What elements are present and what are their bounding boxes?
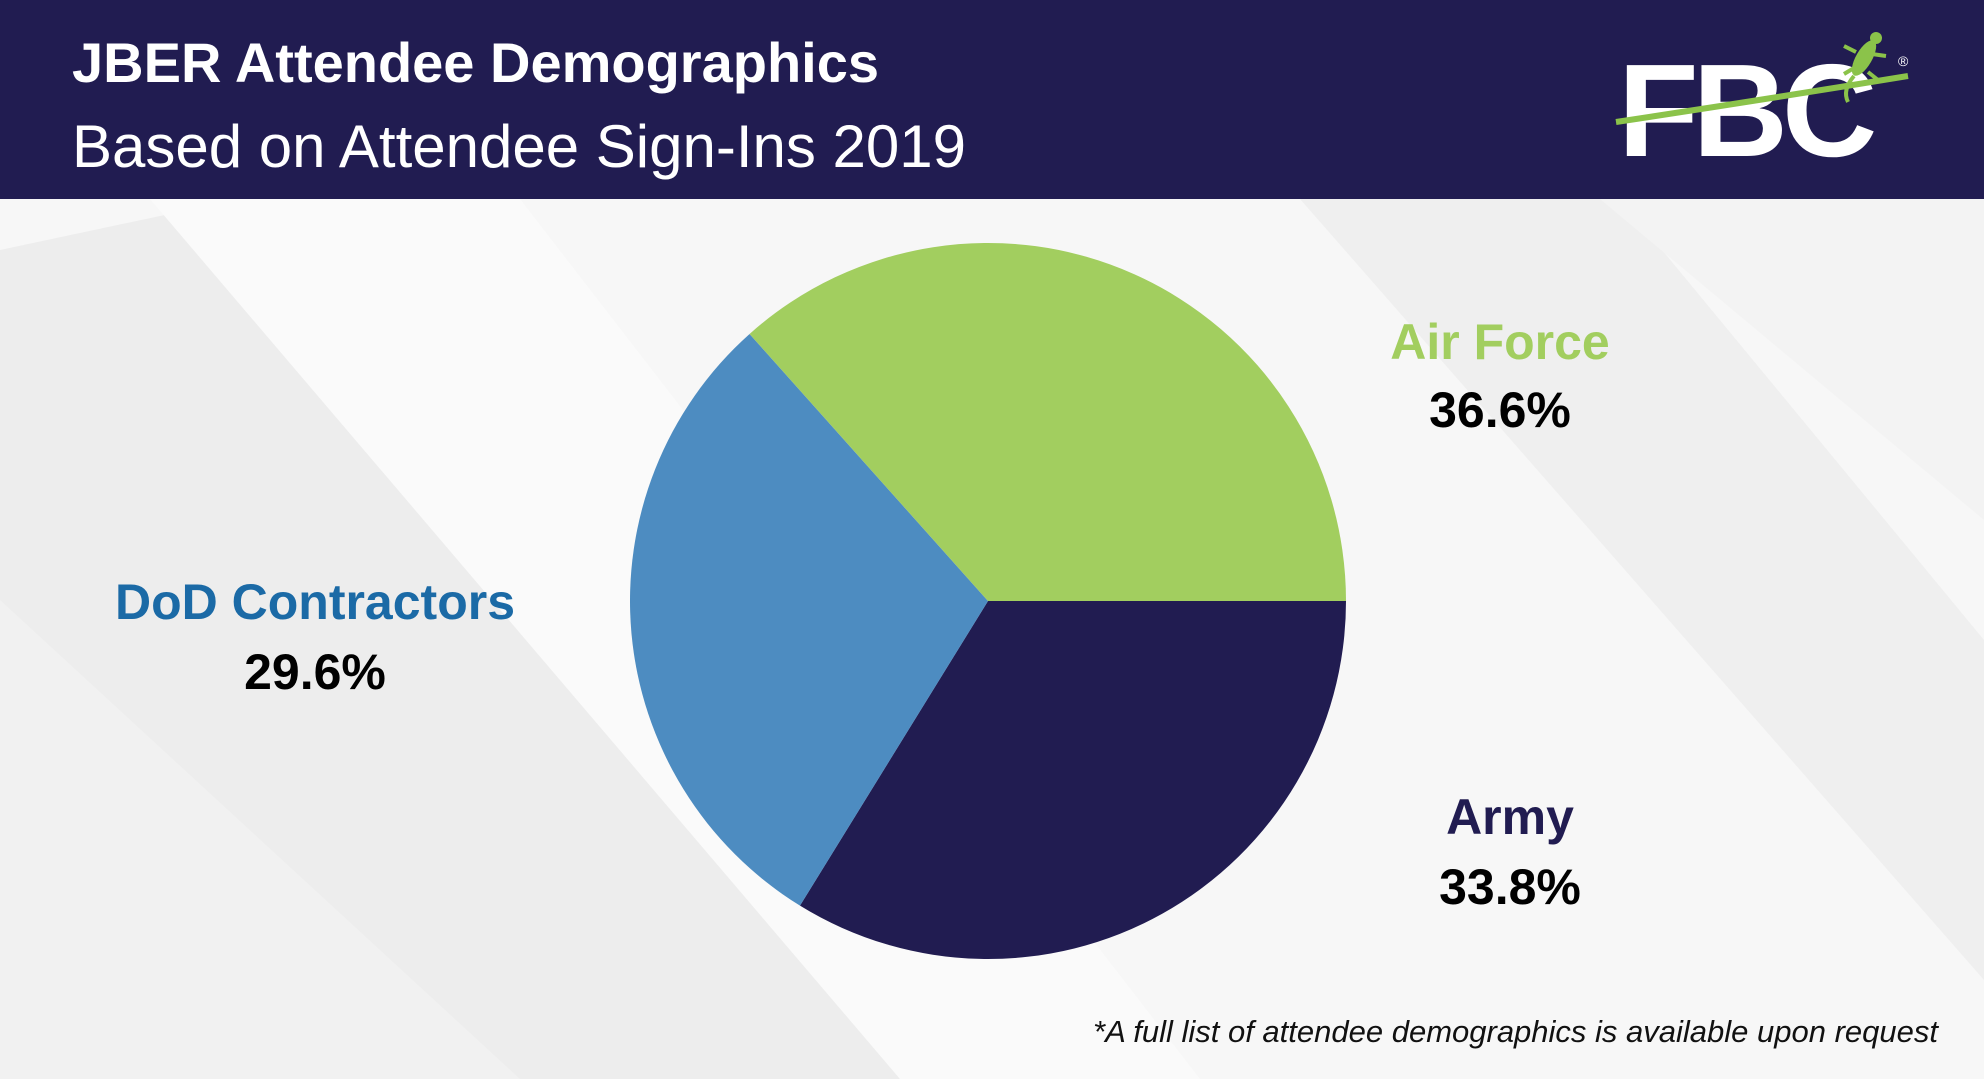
value-dod-contractors: 29.6% — [244, 644, 386, 700]
page-title: JBER Attendee Demographics — [72, 31, 879, 94]
footnote: *A full list of attendee demographics is… — [1093, 1014, 1938, 1049]
fbc-logo: FBC ® — [1615, 32, 1909, 184]
pie-slice-army — [799, 601, 1346, 959]
registered-mark: ® — [1898, 53, 1909, 69]
logo-text: FBC — [1618, 37, 1874, 184]
value-air-force: 36.6% — [1429, 382, 1571, 438]
label-dod-contractors: DoD Contractors — [114, 574, 516, 630]
pie-slice-air-force — [749, 242, 1346, 601]
gecko-icon — [1842, 32, 1887, 103]
label-air-force: Air Force — [1390, 314, 1610, 370]
value-army: 33.8% — [1439, 859, 1581, 915]
pie-slice-dod-contractors — [629, 333, 988, 906]
page-subtitle: Based on Attendee Sign-Ins 2019 — [72, 113, 967, 180]
label-army: Army — [1446, 789, 1574, 845]
header-bar: JBER Attendee Demographics Based on Atte… — [0, 0, 1984, 199]
logo-swoosh — [1615, 73, 1909, 125]
